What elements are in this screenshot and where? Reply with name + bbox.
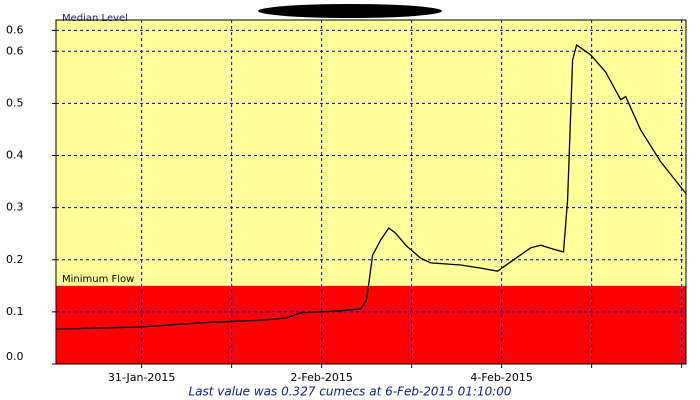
flow-line (55, 43, 687, 330)
y-tick-label: 0.0 (6, 350, 24, 363)
plot-border (55, 19, 687, 365)
redacted-title (258, 4, 442, 18)
y-tick-label: 0.2 (6, 253, 24, 266)
x-tick-label: 4-Feb-2015 (470, 371, 532, 384)
above-minimum-zone (56, 20, 686, 286)
below-minimum-zone (56, 285, 686, 364)
minimum-label: Minimum Flow (62, 274, 134, 285)
y-tick-label: 0.6 (6, 23, 24, 36)
y-tick-label: 0.3 (6, 201, 24, 214)
y-tick-label: 0.5 (6, 96, 24, 109)
y-tick-label: 0.1 (6, 305, 24, 318)
x-tick-label: 2-Feb-2015 (290, 371, 352, 384)
x-tick-label: 31-Jan-2015 (108, 371, 176, 384)
redaction (258, 4, 442, 18)
median-label: Median Level (62, 13, 128, 24)
y-tick-label: 0.6 (6, 44, 24, 57)
footer: Last value was 0.327 cumecs at 6-Feb-201… (188, 385, 511, 399)
y-tick-label: 0.4 (6, 149, 24, 162)
